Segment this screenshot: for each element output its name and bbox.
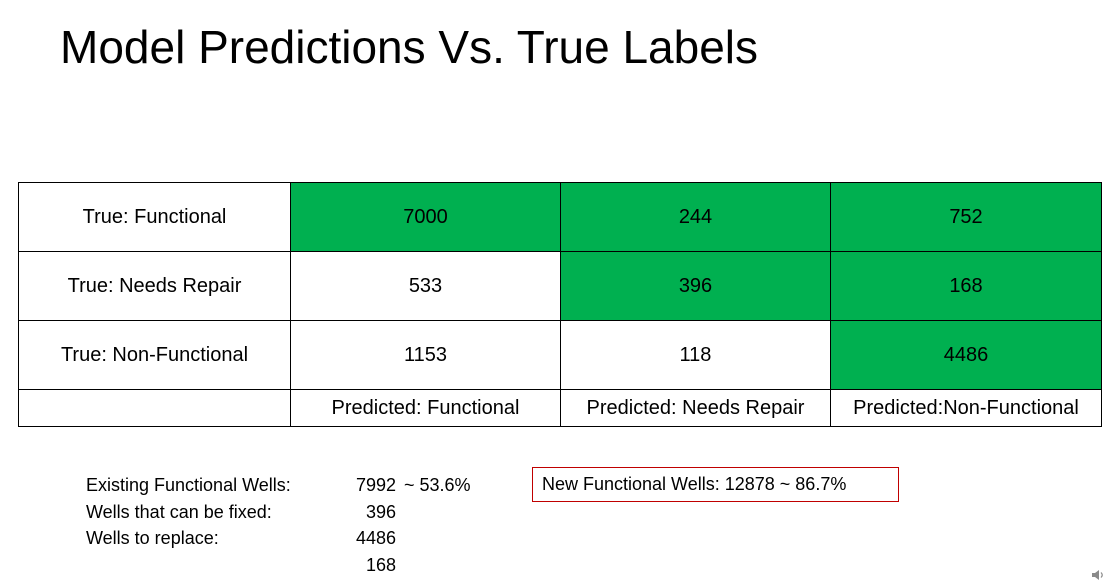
stat-value: 4486	[355, 528, 396, 548]
stat-value: 396	[365, 501, 396, 522]
matrix-cell: 1153	[290, 320, 561, 390]
matrix-cell: 7000	[290, 182, 561, 252]
stat-value: 7992	[355, 475, 396, 495]
new-functional-wells-box: New Functional Wells: 12878 ~ 86.7%	[532, 467, 899, 502]
confusion-matrix: True: Functional 7000 244 752 True: Need…	[18, 182, 1102, 427]
matrix-column-headers: Predicted: Functional Predicted: Needs R…	[18, 389, 1102, 427]
matrix-cell: 168	[830, 251, 1102, 321]
speaker-icon[interactable]	[1091, 568, 1105, 582]
stat-label: Wells to replace:	[86, 528, 219, 548]
column-header: Predicted: Needs Repair	[560, 389, 831, 427]
page-title: Model Predictions Vs. True Labels	[60, 21, 759, 73]
matrix-cell: 118	[560, 320, 831, 390]
column-header: Predicted: Functional	[290, 389, 561, 427]
matrix-cell: 396	[560, 251, 831, 321]
matrix-cell: 4486	[830, 320, 1102, 390]
matrix-cell: 752	[830, 182, 1102, 252]
stat-percent: ~ 53.6%	[404, 475, 471, 495]
matrix-row-true-non-functional: True: Non-Functional 1153 118 4486	[18, 320, 1102, 390]
matrix-row-true-functional: True: Functional 7000 244 752	[18, 182, 1102, 252]
matrix-cell: 533	[290, 251, 561, 321]
row-label: True: Non-Functional	[18, 320, 291, 390]
row-label: True: Needs Repair	[18, 251, 291, 321]
stat-value: 168	[365, 554, 396, 575]
stat-label: Wells that can be fixed:	[86, 501, 272, 522]
matrix-cell: 244	[560, 182, 831, 252]
row-label: True: Functional	[18, 182, 291, 252]
column-header: Predicted:Non-Functional	[830, 389, 1102, 427]
matrix-row-true-needs-repair: True: Needs Repair 533 396 168	[18, 251, 1102, 321]
stat-label: Existing Functional Wells:	[86, 475, 291, 495]
empty-corner-cell	[18, 389, 291, 427]
